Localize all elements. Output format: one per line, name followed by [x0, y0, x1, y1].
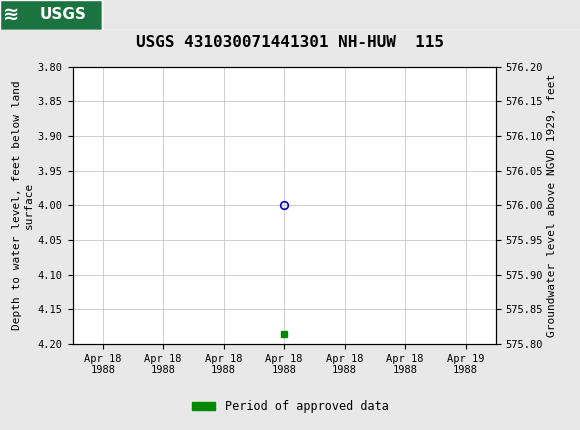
Text: USGS 431030071441301 NH-HUW  115: USGS 431030071441301 NH-HUW 115 [136, 35, 444, 50]
Text: ≋: ≋ [3, 5, 19, 24]
Text: USGS: USGS [39, 7, 86, 22]
Y-axis label: Groundwater level above NGVD 1929, feet: Groundwater level above NGVD 1929, feet [548, 74, 557, 337]
Y-axis label: Depth to water level, feet below land
surface: Depth to water level, feet below land su… [12, 80, 34, 330]
Bar [0, 0, 102, 30]
Legend: Period of approved data: Period of approved data [187, 395, 393, 418]
